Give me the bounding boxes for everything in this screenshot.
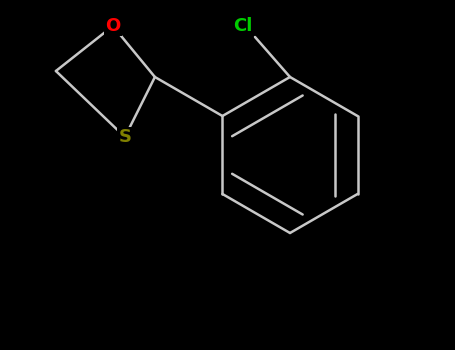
- Text: O: O: [105, 17, 121, 35]
- Text: S: S: [118, 128, 131, 146]
- Text: Cl: Cl: [233, 17, 253, 35]
